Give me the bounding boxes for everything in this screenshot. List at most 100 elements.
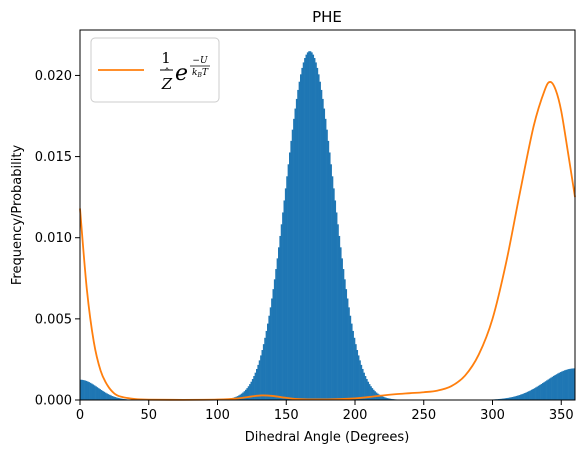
histogram-bar (273, 279, 276, 400)
histogram-bar (104, 392, 107, 400)
y-tick-label: 0.000 (35, 394, 72, 409)
legend-exp-k: k (192, 68, 197, 78)
histogram-bar (306, 52, 309, 400)
histogram-bar (97, 388, 100, 400)
histogram-bar (99, 389, 101, 400)
histogram-bar (115, 397, 118, 400)
histogram-bar (547, 379, 550, 400)
histogram-bar (361, 368, 364, 400)
histogram-bar (327, 140, 330, 400)
legend-box (90, 37, 220, 103)
histogram-bar (323, 108, 326, 400)
histogram-bar (309, 51, 312, 401)
legend-exp-sub: B (197, 72, 203, 79)
histogram-bar (91, 383, 93, 400)
histogram-bar (313, 58, 316, 400)
histogram-bar (268, 315, 271, 400)
histogram-bar (335, 212, 338, 400)
histogram-bar (86, 381, 89, 400)
x-tick-label: 300 (480, 408, 505, 423)
histogram-bar (262, 344, 265, 400)
histogram-bar (242, 392, 244, 400)
histogram-bar (108, 394, 111, 400)
histogram-bar (517, 395, 519, 400)
histogram-bar (93, 385, 96, 400)
histogram-bar (529, 390, 532, 400)
legend-exponent-denominator: kBT (192, 68, 209, 79)
histogram-bar (355, 344, 357, 400)
histogram-bar (500, 398, 503, 400)
histogram-bar (122, 398, 125, 400)
histogram-bar (548, 378, 551, 400)
histogram-bar (572, 368, 574, 400)
histogram-bar (240, 393, 243, 400)
histogram-bar (311, 52, 313, 400)
histogram-bar (102, 390, 104, 400)
histogram-bar (349, 315, 352, 400)
histogram-bar (251, 379, 254, 400)
legend-exp-t: T (202, 68, 209, 78)
histogram-bar (346, 298, 349, 400)
histogram-bar (85, 380, 88, 400)
histogram-bar (246, 388, 249, 400)
histogram-bar (333, 188, 335, 400)
histogram-bar (539, 384, 541, 400)
histogram-bar (301, 67, 304, 400)
histogram-bar (317, 74, 320, 400)
histogram-bar (103, 391, 106, 400)
histogram-bar (92, 384, 95, 400)
histogram-bar (267, 323, 269, 400)
histogram-bar (308, 51, 310, 401)
histogram-bar (557, 373, 559, 400)
histogram-bar (499, 398, 502, 400)
histogram-bar (324, 118, 327, 400)
histogram-bar (260, 355, 262, 400)
histogram-bar (280, 224, 283, 400)
histogram-bar (350, 323, 353, 400)
histogram-bar (121, 398, 123, 400)
histogram-bar (378, 394, 381, 400)
histogram-bar (250, 381, 253, 400)
histogram-bar (261, 350, 264, 400)
histogram-bar (385, 397, 387, 400)
histogram-bar (326, 129, 328, 400)
histogram-bar (526, 391, 529, 400)
histogram-bar (357, 355, 360, 400)
histogram-bar (371, 388, 374, 400)
histogram-bar (531, 389, 533, 400)
histogram-bar (254, 372, 257, 400)
histogram-bar (107, 394, 110, 400)
histogram-bar (286, 176, 288, 400)
histogram-bar (331, 176, 334, 400)
y-axis-ticks: 0.000 0.005 0.010 0.015 0.020 (35, 69, 80, 409)
histogram-bar (284, 188, 287, 400)
histogram-bar (543, 382, 546, 400)
histogram-bar (100, 390, 103, 400)
histogram-bar (110, 395, 112, 400)
histogram-bar (269, 307, 272, 400)
histogram-bar (82, 380, 85, 400)
histogram-bar (573, 368, 576, 400)
histogram-bar (322, 98, 324, 401)
y-tick-label: 0.010 (35, 231, 72, 246)
histogram-bar (88, 382, 90, 400)
histogram-bar (287, 164, 290, 400)
histogram-bar (245, 389, 247, 400)
histogram-bar (256, 368, 258, 400)
histogram-bar (319, 81, 321, 401)
histogram-bar (249, 384, 251, 400)
histogram-bar (363, 372, 365, 400)
histogram-bar (283, 200, 286, 400)
histogram-bar (568, 369, 570, 400)
legend-fraction-denominator: Z (161, 75, 173, 93)
legend: 1 ˆ Z e −U kBT (90, 37, 220, 103)
histogram-bar (555, 374, 558, 400)
histogram-bar (364, 376, 367, 400)
histogram-bar (566, 369, 569, 400)
y-tick-label: 0.005 (35, 312, 72, 327)
histogram-bar (359, 360, 361, 400)
histogram-bar (507, 397, 510, 400)
histogram-bar (386, 398, 389, 400)
histogram-bar (328, 152, 331, 400)
histogram-bar (569, 368, 572, 400)
